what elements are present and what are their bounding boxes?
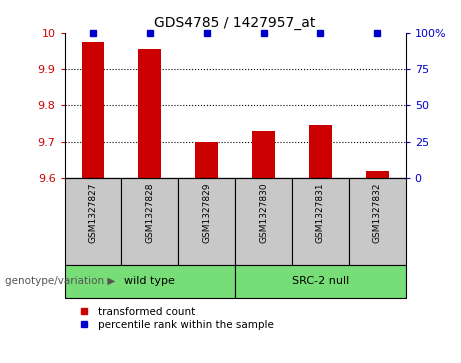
Bar — [235, 178, 292, 265]
Text: GSM1327831: GSM1327831 — [316, 183, 325, 243]
Bar — [292, 178, 349, 265]
Legend: transformed count, percentile rank within the sample: transformed count, percentile rank withi… — [70, 303, 278, 334]
Text: SRC-2 null: SRC-2 null — [292, 277, 349, 286]
Bar — [121, 178, 178, 265]
Bar — [178, 178, 235, 265]
Bar — [82, 42, 104, 178]
Bar — [252, 131, 275, 178]
Bar — [195, 142, 218, 178]
Title: GDS4785 / 1427957_at: GDS4785 / 1427957_at — [154, 16, 316, 30]
Text: genotype/variation ▶: genotype/variation ▶ — [5, 277, 115, 286]
Bar — [366, 171, 389, 178]
Text: GSM1327832: GSM1327832 — [373, 183, 382, 243]
Text: GSM1327827: GSM1327827 — [89, 183, 97, 243]
Text: GSM1327828: GSM1327828 — [145, 183, 154, 243]
Text: GSM1327830: GSM1327830 — [259, 183, 268, 243]
Bar — [235, 265, 406, 298]
Text: GSM1327829: GSM1327829 — [202, 183, 211, 243]
Text: wild type: wild type — [124, 277, 175, 286]
Bar — [65, 178, 121, 265]
Bar — [309, 125, 332, 178]
Bar — [138, 49, 161, 178]
Bar — [65, 265, 235, 298]
Bar — [349, 178, 406, 265]
